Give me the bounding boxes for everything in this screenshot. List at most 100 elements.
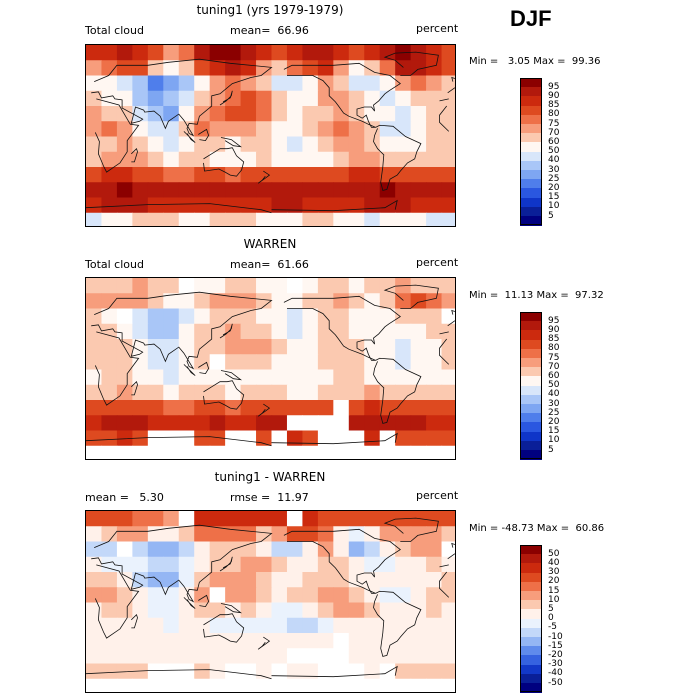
panel-2-colorbar-swatch (520, 321, 542, 331)
heatmap-cell (348, 136, 365, 153)
heatmap-cell (86, 45, 103, 61)
heatmap-cell (194, 45, 211, 61)
heatmap-cell (379, 663, 396, 680)
heatmap-cell (132, 400, 149, 416)
heatmap-cell (410, 511, 427, 527)
heatmap-cell (302, 212, 319, 226)
heatmap-cell (178, 293, 195, 310)
heatmap-cell (101, 415, 118, 432)
heatmap-cell (286, 400, 304, 416)
heatmap-cell (302, 556, 319, 573)
heatmap-cell (194, 587, 211, 604)
heatmap-cell (256, 400, 273, 416)
heatmap-cell (379, 45, 396, 61)
heatmap-cell (333, 60, 350, 77)
panel-3-rmse-label: rmse = 11.97 (230, 491, 309, 504)
heatmap-cell (271, 445, 288, 459)
heatmap-cell (286, 136, 304, 153)
heatmap-cell (333, 384, 350, 401)
heatmap-cell (209, 617, 226, 634)
heatmap-cell (178, 45, 195, 61)
heatmap-cell (364, 617, 381, 634)
heatmap-cell (302, 648, 319, 665)
heatmap-cell (441, 106, 455, 122)
heatmap-cell (317, 151, 334, 168)
heatmap-cell (426, 45, 443, 61)
heatmap-cell (348, 678, 365, 692)
heatmap-cell (395, 75, 412, 92)
heatmap-cell (410, 617, 427, 634)
heatmap-cell (163, 323, 180, 340)
heatmap-cell (302, 617, 319, 634)
heatmap-cell (163, 308, 180, 325)
coastline (447, 320, 455, 327)
heatmap-cell (317, 60, 334, 77)
heatmap-cell (163, 167, 180, 183)
heatmap-cell (426, 430, 443, 447)
coastline (131, 613, 138, 629)
heatmap-cell (286, 45, 304, 61)
heatmap-cell (209, 663, 226, 680)
heatmap-cell (441, 430, 455, 447)
heatmap-cell (286, 167, 304, 183)
heatmap-cell (317, 430, 334, 447)
heatmap-cell (256, 212, 273, 226)
heatmap-cell (364, 602, 381, 619)
heatmap-cell (86, 60, 103, 77)
panel-3-colorbar-swatch (520, 683, 542, 693)
panel-3-colorbar-label: 40 (548, 557, 560, 568)
heatmap-cell (163, 430, 180, 447)
heatmap-cell (426, 572, 443, 588)
heatmap-cell (194, 526, 211, 543)
heatmap-cell (163, 587, 180, 604)
heatmap-cell (271, 633, 288, 649)
heatmap-cell (132, 541, 149, 558)
heatmap-cell (426, 617, 443, 634)
heatmap-cell (441, 633, 455, 649)
heatmap-cell (333, 121, 350, 138)
heatmap-cell (379, 617, 396, 634)
heatmap-cell (317, 354, 334, 371)
heatmap-cell (194, 167, 211, 183)
heatmap-cell (194, 663, 211, 680)
heatmap-cell (132, 648, 149, 665)
heatmap-cell (86, 556, 103, 573)
heatmap-cell (348, 308, 365, 325)
heatmap-cell (364, 526, 381, 543)
heatmap-cell (240, 415, 257, 432)
heatmap-cell (86, 90, 103, 107)
panel-1-colorbar-label: 90 (548, 90, 560, 101)
heatmap-cell (178, 90, 195, 107)
heatmap-cell (426, 293, 443, 310)
heatmap-cell (426, 182, 443, 199)
heatmap-cell (286, 445, 304, 459)
heatmap-cell (271, 602, 288, 619)
panel-2-colorbar-label: 10 (548, 435, 560, 446)
coastline (86, 203, 272, 214)
heatmap-cell (441, 587, 455, 604)
heatmap-cell (147, 278, 164, 294)
heatmap-cell (410, 151, 427, 168)
heatmap-cell (209, 151, 226, 168)
heatmap-cell (364, 511, 381, 527)
heatmap-cell (256, 572, 273, 588)
heatmap-cell (426, 587, 443, 604)
heatmap-cell (271, 511, 288, 527)
heatmap-cell (317, 526, 334, 543)
heatmap-cell (163, 602, 180, 619)
heatmap-cell (178, 323, 195, 340)
heatmap-cell (256, 541, 273, 558)
heatmap-cell (395, 354, 412, 371)
panel-3-colorbar-label: 20 (548, 576, 560, 587)
panel-2-title: WARREN (243, 237, 297, 251)
heatmap-cell (379, 415, 396, 432)
heatmap-cell (194, 430, 211, 447)
heatmap-cell (441, 678, 455, 692)
heatmap-cell (86, 308, 103, 325)
heatmap-cell (116, 445, 133, 459)
heatmap-cell (147, 430, 164, 447)
heatmap-cell (395, 384, 412, 401)
heatmap-cell (333, 678, 350, 692)
heatmap-cell (163, 678, 180, 692)
heatmap-cell (379, 75, 396, 92)
